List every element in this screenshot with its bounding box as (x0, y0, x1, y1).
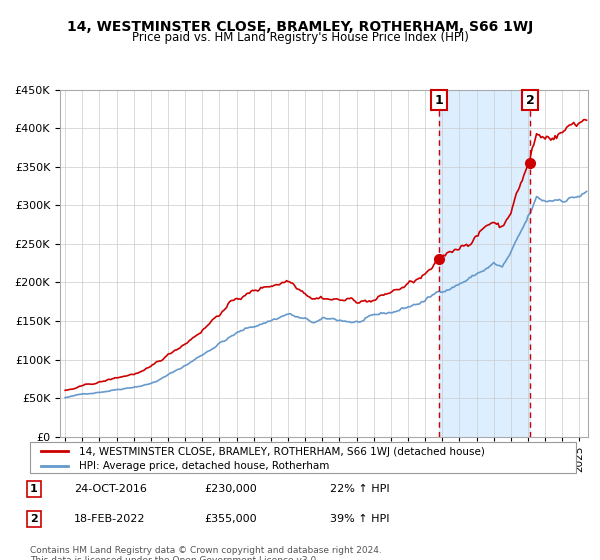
Text: 1: 1 (434, 94, 443, 106)
Text: 22% ↑ HPI: 22% ↑ HPI (331, 484, 390, 494)
Text: 14, WESTMINSTER CLOSE, BRAMLEY, ROTHERHAM, S66 1WJ (detached house): 14, WESTMINSTER CLOSE, BRAMLEY, ROTHERHA… (79, 447, 485, 456)
Text: Price paid vs. HM Land Registry's House Price Index (HPI): Price paid vs. HM Land Registry's House … (131, 31, 469, 44)
Text: 14, WESTMINSTER CLOSE, BRAMLEY, ROTHERHAM, S66 1WJ: 14, WESTMINSTER CLOSE, BRAMLEY, ROTHERHA… (67, 20, 533, 34)
Text: 18-FEB-2022: 18-FEB-2022 (74, 514, 145, 524)
Text: 2: 2 (30, 514, 38, 524)
Text: 1: 1 (30, 484, 38, 494)
Text: 2: 2 (526, 94, 535, 106)
Text: HPI: Average price, detached house, Rotherham: HPI: Average price, detached house, Roth… (79, 461, 329, 471)
FancyBboxPatch shape (30, 442, 576, 473)
Text: Contains HM Land Registry data © Crown copyright and database right 2024.
This d: Contains HM Land Registry data © Crown c… (30, 546, 382, 560)
Bar (439, 90, 530, 437)
Text: £355,000: £355,000 (205, 514, 257, 524)
Text: 24-OCT-2016: 24-OCT-2016 (74, 484, 146, 494)
Text: 39% ↑ HPI: 39% ↑ HPI (331, 514, 390, 524)
Text: £230,000: £230,000 (205, 484, 257, 494)
